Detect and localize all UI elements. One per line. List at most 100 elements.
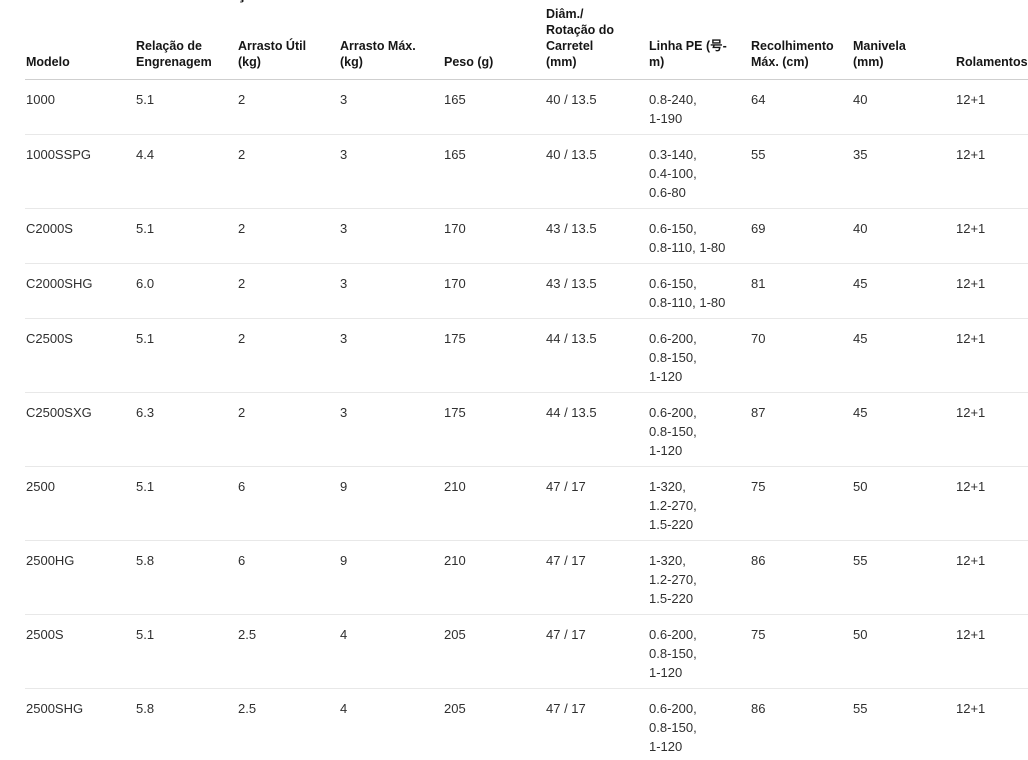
cell-diam-rotacao: 40 / 13.5 [545, 79, 648, 135]
cell-arrasto-util: 2 [237, 318, 339, 393]
cell-arrasto-max: 3 [339, 392, 443, 467]
table-row: C2500SXG 6.3 2 3 175 44 / 13.5 0.6-200, … [25, 392, 1028, 467]
cell-rolamentos: 12+1 [955, 466, 1028, 541]
cell-recolhimento-max: 70 [750, 318, 852, 393]
column-header-recolhimento-max: Recolhimento Máx. (cm) [750, 0, 852, 80]
cell-linha-pe: 0.6-200, 0.8-150, 1-120 [648, 392, 750, 467]
table-row: 2500 5.1 6 9 210 47 / 17 1-320, 1.2-270,… [25, 466, 1028, 541]
cell-linha-pe: 0.3-140, 0.4-100, 0.6-80 [648, 134, 750, 209]
cell-diam-rotacao: 47 / 17 [545, 540, 648, 615]
cell-arrasto-max: 3 [339, 318, 443, 393]
cell-rolamentos: 12+1 [955, 263, 1028, 319]
cell-arrasto-util: 2.5 [237, 688, 339, 760]
cell-linha-pe: 0.6-200, 0.8-150, 1-120 [648, 318, 750, 393]
cell-arrasto-util: 2 [237, 263, 339, 319]
cell-linha-pe: 0.6-150, 0.8-110, 1-80 [648, 263, 750, 319]
column-header-arrasto-max: Arrasto Máx. (kg) [339, 0, 443, 80]
cell-recolhimento-max: 87 [750, 392, 852, 467]
table-row: C2500S 5.1 2 3 175 44 / 13.5 0.6-200, 0.… [25, 318, 1028, 393]
cell-diam-rotacao: 47 / 17 [545, 466, 648, 541]
cell-modelo: C2500SXG [25, 392, 135, 467]
cell-arrasto-util: 2 [237, 134, 339, 209]
cell-modelo: 1000SSPG [25, 134, 135, 209]
cell-relacao-engrenagem: 5.1 [135, 466, 237, 541]
cell-arrasto-max: 3 [339, 79, 443, 135]
cell-relacao-engrenagem: 5.8 [135, 540, 237, 615]
cell-modelo: C2000S [25, 208, 135, 264]
table-row: C2000S 5.1 2 3 170 43 / 13.5 0.6-150, 0.… [25, 208, 1028, 264]
cell-diam-rotacao: 40 / 13.5 [545, 134, 648, 209]
cell-linha-pe: 0.6-200, 0.8-150, 1-120 [648, 688, 750, 760]
cell-peso: 205 [443, 688, 545, 760]
header-row: Modelo Relação de Engrenagem Arrasto Úti… [25, 0, 1028, 80]
cell-relacao-engrenagem: 6.3 [135, 392, 237, 467]
cell-peso: 205 [443, 614, 545, 689]
cell-linha-pe: 1-320, 1.2-270, 1.5-220 [648, 540, 750, 615]
spec-table: Modelo Relação de Engrenagem Arrasto Úti… [25, 0, 1028, 760]
cell-recolhimento-max: 75 [750, 614, 852, 689]
cell-manivela: 40 [852, 79, 955, 135]
column-header-arrasto-util: Arrasto Útil (kg) [237, 0, 339, 80]
cell-modelo: 1000 [25, 79, 135, 135]
cell-arrasto-util: 2.5 [237, 614, 339, 689]
cell-arrasto-util: 6 [237, 540, 339, 615]
cell-modelo: 2500S [25, 614, 135, 689]
cell-diam-rotacao: 43 / 13.5 [545, 208, 648, 264]
cell-arrasto-util: 6 [237, 466, 339, 541]
cell-relacao-engrenagem: 5.1 [135, 208, 237, 264]
cell-rolamentos: 12+1 [955, 79, 1028, 135]
table-row: 2500HG 5.8 6 9 210 47 / 17 1-320, 1.2-27… [25, 540, 1028, 615]
cell-peso: 170 [443, 263, 545, 319]
cell-diam-rotacao: 43 / 13.5 [545, 263, 648, 319]
cell-manivela: 45 [852, 392, 955, 467]
cell-manivela: 55 [852, 688, 955, 760]
cell-relacao-engrenagem: 5.1 [135, 318, 237, 393]
table-row: 2500S 5.1 2.5 4 205 47 / 17 0.6-200, 0.8… [25, 614, 1028, 689]
column-header-relacao-engrenagem: Relação de Engrenagem [135, 0, 237, 80]
cell-linha-pe: 0.6-150, 0.8-110, 1-80 [648, 208, 750, 264]
cell-rolamentos: 12+1 [955, 392, 1028, 467]
cell-diam-rotacao: 44 / 13.5 [545, 392, 648, 467]
table-row: 1000 5.1 2 3 165 40 / 13.5 0.8-240, 1-19… [25, 79, 1028, 135]
cell-relacao-engrenagem: 4.4 [135, 134, 237, 209]
cell-manivela: 35 [852, 134, 955, 209]
cell-rolamentos: 12+1 [955, 688, 1028, 760]
cell-arrasto-max: 4 [339, 688, 443, 760]
cell-recolhimento-max: 86 [750, 540, 852, 615]
cell-arrasto-max: 3 [339, 263, 443, 319]
cell-recolhimento-max: 69 [750, 208, 852, 264]
cell-relacao-engrenagem: 5.1 [135, 79, 237, 135]
cell-diam-rotacao: 47 / 17 [545, 614, 648, 689]
cell-relacao-engrenagem: 5.8 [135, 688, 237, 760]
cell-diam-rotacao: 44 / 13.5 [545, 318, 648, 393]
column-header-modelo: Modelo [25, 0, 135, 80]
table-row: C2000SHG 6.0 2 3 170 43 / 13.5 0.6-150, … [25, 263, 1028, 319]
cell-rolamentos: 12+1 [955, 134, 1028, 209]
cell-recolhimento-max: 86 [750, 688, 852, 760]
cell-arrasto-max: 3 [339, 208, 443, 264]
cell-manivela: 50 [852, 466, 955, 541]
cell-peso: 210 [443, 540, 545, 615]
cell-linha-pe: 0.8-240, 1-190 [648, 79, 750, 135]
cell-recolhimento-max: 75 [750, 466, 852, 541]
cell-recolhimento-max: 55 [750, 134, 852, 209]
cell-arrasto-util: 2 [237, 392, 339, 467]
cell-relacao-engrenagem: 5.1 [135, 614, 237, 689]
cell-rolamentos: 12+1 [955, 318, 1028, 393]
table-row: 1000SSPG 4.4 2 3 165 40 / 13.5 0.3-140, … [25, 134, 1028, 209]
cell-recolhimento-max: 64 [750, 79, 852, 135]
cell-modelo: 2500 [25, 466, 135, 541]
cell-arrasto-max: 3 [339, 134, 443, 209]
clipped-heading-fragment: ç [237, 0, 253, 7]
cell-rolamentos: 12+1 [955, 614, 1028, 689]
cell-rolamentos: 12+1 [955, 540, 1028, 615]
cell-arrasto-max: 4 [339, 614, 443, 689]
column-header-peso: Peso (g) [443, 0, 545, 80]
cell-peso: 170 [443, 208, 545, 264]
column-header-diam-rotacao: Diâm./ Rotação do Carretel (mm) [545, 0, 648, 80]
cell-arrasto-util: 2 [237, 79, 339, 135]
cell-modelo: 2500SHG [25, 688, 135, 760]
cell-arrasto-max: 9 [339, 466, 443, 541]
cell-manivela: 45 [852, 263, 955, 319]
